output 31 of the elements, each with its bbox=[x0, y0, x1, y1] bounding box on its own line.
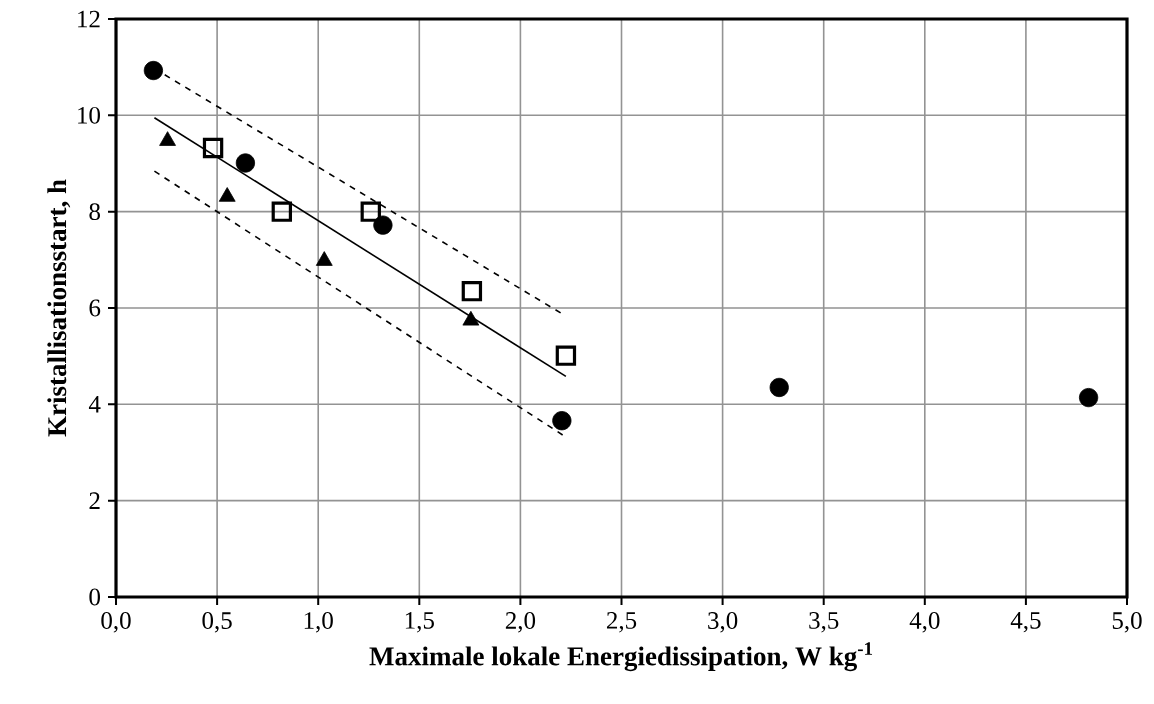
point bbox=[360, 201, 381, 222]
x-tick-label: 1,0 bbox=[304, 612, 333, 633]
point bbox=[1078, 387, 1099, 408]
x-tick-label: 3,5 bbox=[809, 612, 839, 633]
x-tick-label: 2,0 bbox=[505, 612, 536, 633]
point bbox=[235, 153, 256, 173]
point bbox=[555, 345, 577, 366]
point bbox=[271, 201, 293, 222]
y-tick-label: 2 bbox=[89, 492, 100, 509]
x-axis-title: Maximale lokale Energiedissipation, W kg$^{-1}$ bbox=[369, 642, 873, 672]
y-axis-title: Kristallisationsstart, h bbox=[47, 179, 71, 437]
x-tick-label: 0,5 bbox=[202, 612, 232, 633]
x-tick-label: 4,0 bbox=[909, 612, 940, 633]
point bbox=[202, 137, 224, 159]
x-tick-label: 3,0 bbox=[708, 612, 738, 633]
y-tick-label: 6 bbox=[89, 299, 101, 317]
y-tick-label: 4 bbox=[88, 396, 101, 413]
x-tick-label: 0,0 bbox=[101, 612, 131, 633]
x-tick-label: 5,0 bbox=[1112, 612, 1142, 633]
point bbox=[143, 60, 164, 81]
point bbox=[461, 280, 483, 302]
y-tick-label: 10 bbox=[78, 106, 100, 124]
x-tick-label: 2,5 bbox=[606, 612, 637, 633]
x-tick-label: 4,5 bbox=[1010, 612, 1041, 633]
point bbox=[769, 377, 789, 398]
point bbox=[373, 215, 393, 235]
y-tick-label: 12 bbox=[78, 10, 100, 28]
x-tick-label: 1,5 bbox=[405, 612, 434, 633]
y-tick-label: 8 bbox=[89, 203, 100, 221]
y-tick-label: 0 bbox=[89, 588, 100, 606]
point bbox=[552, 411, 572, 431]
